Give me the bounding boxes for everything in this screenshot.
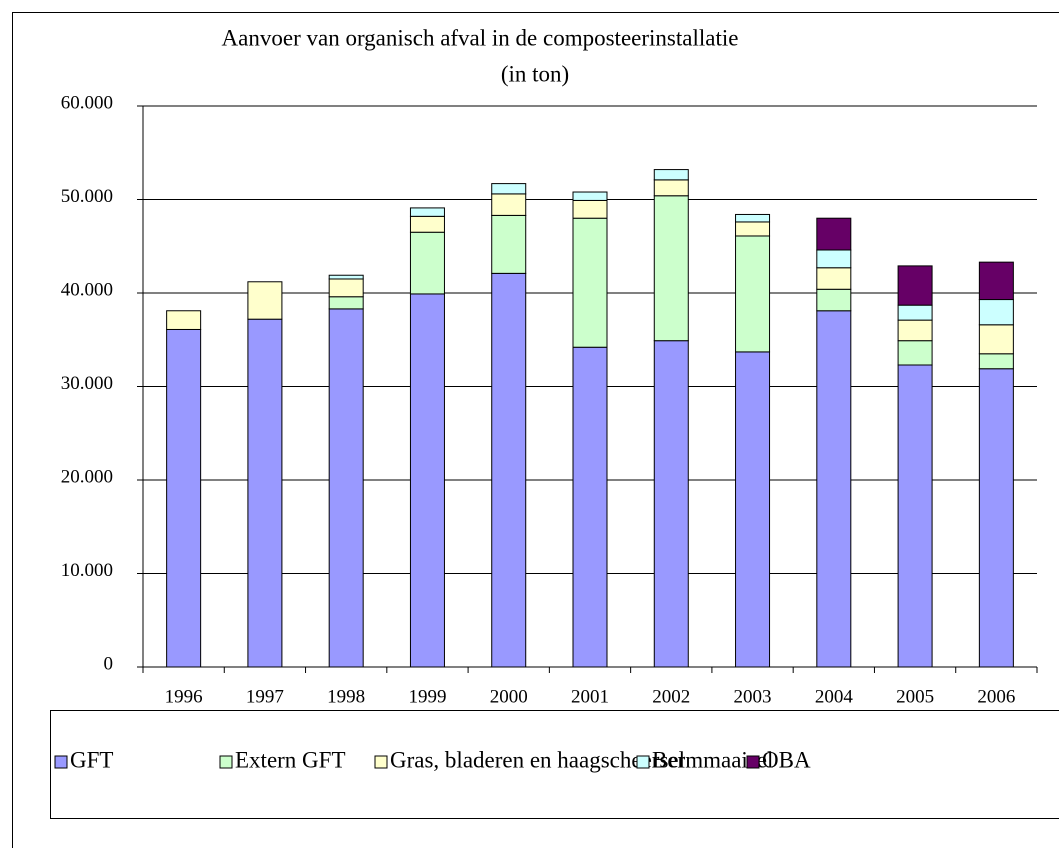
bar-segment (897, 304, 933, 321)
bar-segment (409, 231, 445, 295)
bar-segment (816, 288, 852, 312)
x-tick-label: 2002 (652, 686, 690, 707)
bar-segment (409, 207, 445, 217)
bar-segment (166, 328, 202, 668)
bar-segment (653, 340, 689, 668)
bar-segment (735, 351, 771, 668)
bar-segment (247, 318, 283, 668)
legend-label: Extern GFT (235, 747, 346, 772)
legend-label: OBA (762, 747, 811, 772)
bar-segment (328, 308, 364, 668)
x-tick-label: 1996 (165, 686, 203, 707)
x-tick-label: 1998 (327, 686, 365, 707)
y-tick-label: 30.000 (61, 373, 113, 394)
x-tick-label: 2003 (734, 686, 772, 707)
y-tick-label: 50.000 (61, 186, 113, 207)
x-tick-label: 2000 (490, 686, 528, 707)
legend-swatch (54, 755, 68, 769)
bar-segment (328, 278, 364, 298)
bar-segment (572, 346, 608, 668)
bar-segment (816, 249, 852, 269)
y-tick-label: 40.000 (61, 279, 113, 300)
chart-title: Aanvoer van organisch afval in de compos… (222, 25, 739, 50)
bar-segment (491, 183, 527, 195)
bar-segment (897, 319, 933, 342)
legend-swatch (636, 755, 650, 769)
bar-segment (572, 199, 608, 219)
x-tick-label: 2004 (815, 686, 854, 707)
legend-swatch (746, 755, 760, 769)
y-tick-label: 10.000 (61, 560, 113, 581)
legend-label: GFT (70, 747, 113, 772)
x-tick-label: 1999 (408, 686, 446, 707)
bar-segment (328, 274, 364, 280)
bar-segment (897, 265, 933, 306)
bar-segment (735, 235, 771, 353)
bar-segment (572, 191, 608, 201)
bar-segment (491, 272, 527, 668)
chart-subtitle: (in ton) (501, 61, 569, 86)
bar-segment (816, 267, 852, 290)
bar-segment (978, 324, 1014, 355)
bar-segment (247, 281, 283, 320)
bar-segment (978, 261, 1014, 301)
bar-segment (409, 215, 445, 233)
bar-segment (978, 299, 1014, 326)
x-tick-label: 2005 (896, 686, 934, 707)
bar-segment (897, 340, 933, 366)
x-tick-label: 2001 (571, 686, 609, 707)
bar-segment (572, 217, 608, 348)
bar-segment (653, 169, 689, 181)
x-tick-label: 2006 (977, 686, 1015, 707)
legend-box (50, 710, 1059, 819)
legend-label: Gras, bladeren en haagscheersel (390, 747, 685, 772)
bar-segment (653, 179, 689, 197)
bar-segment (735, 213, 771, 223)
bar-segment (978, 368, 1014, 668)
bar-segment (735, 221, 771, 237)
bar-segment (409, 293, 445, 668)
bar-segment (897, 364, 933, 668)
legend-swatch (374, 755, 388, 769)
bar-segment (166, 310, 202, 330)
bar-segment (816, 310, 852, 668)
y-tick-label: 20.000 (61, 466, 113, 487)
legend-swatch (219, 755, 233, 769)
bar-segment (978, 353, 1014, 370)
bar-segment (328, 296, 364, 310)
y-tick-label: 60.000 (61, 92, 113, 113)
bar-segment (491, 193, 527, 216)
bar-segment (491, 214, 527, 274)
y-tick-label: 0 (104, 653, 114, 674)
bar-segment (816, 217, 852, 251)
bar-segment (653, 195, 689, 342)
x-tick-label: 1997 (246, 686, 284, 707)
